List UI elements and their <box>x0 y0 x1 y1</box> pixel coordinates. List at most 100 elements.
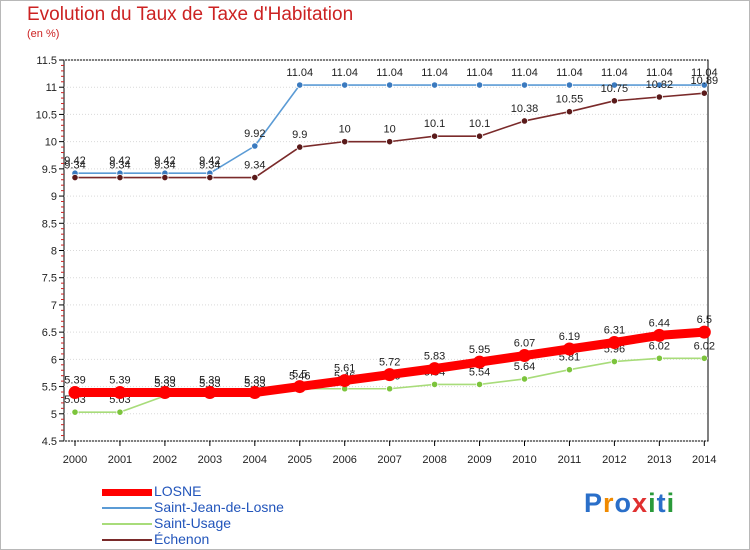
x-tick-label: 2007 <box>377 454 401 466</box>
data-point-saint-usage[interactable] <box>655 354 663 362</box>
legend-swatch-losne <box>102 489 152 496</box>
data-point-losne[interactable] <box>562 342 576 356</box>
data-point-saint-jean-de-losne[interactable] <box>430 81 439 89</box>
data-label-saint-usage: 5.64 <box>514 361 535 373</box>
legend-label: Saint-Usage <box>154 515 232 531</box>
data-point-saint-jean-de-losne[interactable] <box>520 81 529 89</box>
data-point-losne[interactable] <box>697 325 711 339</box>
x-tick-label: 2000 <box>63 454 87 466</box>
data-label-echenon: 10.89 <box>691 75 719 87</box>
data-point-losne[interactable] <box>293 380 307 394</box>
data-point-losne[interactable] <box>428 362 442 376</box>
data-label-echenon: 9.9 <box>292 129 307 141</box>
data-point-saint-usage[interactable] <box>610 357 619 366</box>
data-point-losne[interactable] <box>607 335 621 349</box>
legend-swatch-saint-jean-de-losne <box>102 507 152 509</box>
data-point-echenon[interactable] <box>610 97 619 105</box>
data-point-losne[interactable] <box>248 386 262 400</box>
data-point-saint-jean-de-losne[interactable] <box>655 81 663 89</box>
data-point-echenon[interactable] <box>296 143 304 151</box>
data-point-losne[interactable] <box>652 328 666 342</box>
legend-item-echenon[interactable]: Échenon <box>102 531 402 548</box>
data-point-echenon[interactable] <box>475 132 484 140</box>
data-label-saint-jean-de-losne: 9.42 <box>154 155 175 167</box>
data-label-saint-usage: 5.03 <box>64 394 85 406</box>
data-label-saint-jean-de-losne: 11.04 <box>331 67 358 79</box>
data-point-saint-jean-de-losne[interactable] <box>700 81 708 89</box>
data-point-saint-jean-de-losne[interactable] <box>251 142 259 150</box>
data-point-saint-usage[interactable] <box>520 375 529 383</box>
y-tick-label: 5.5 <box>42 382 57 394</box>
x-tick-label: 2012 <box>602 454 626 466</box>
data-point-echenon[interactable] <box>655 93 663 101</box>
data-label-saint-jean-de-losne: 11.04 <box>691 67 718 79</box>
data-point-echenon[interactable] <box>251 173 259 182</box>
data-point-echenon[interactable] <box>71 173 79 182</box>
data-point-losne[interactable] <box>338 374 352 388</box>
data-point-saint-jean-de-losne[interactable] <box>475 81 484 89</box>
logo-letter: x <box>632 488 649 518</box>
chart-subtitle: (en %) <box>27 28 60 40</box>
logo-letter: o <box>614 488 633 518</box>
legend-item-saint-usage[interactable]: Saint-Usage <box>102 515 402 532</box>
data-point-saint-usage[interactable] <box>700 354 708 362</box>
y-tick-label: 11 <box>46 82 57 94</box>
legend-item-losne[interactable]: LOSNE <box>102 483 402 500</box>
data-label-losne: 5.83 <box>424 351 445 363</box>
y-tick-label: 11.5 <box>36 55 57 67</box>
data-point-echenon[interactable] <box>700 89 708 97</box>
data-point-losne[interactable] <box>473 355 487 369</box>
data-point-losne[interactable] <box>158 386 172 400</box>
data-point-echenon[interactable] <box>161 173 169 182</box>
data-label-losne: 5.39 <box>244 375 265 387</box>
data-label-saint-usage: 5.46 <box>289 371 310 383</box>
x-tick-label: 2010 <box>512 454 536 466</box>
data-label-saint-jean-de-losne: 11.04 <box>421 67 448 79</box>
data-point-saint-usage[interactable] <box>71 408 79 416</box>
y-tick-label: 4.5 <box>42 436 57 448</box>
legend-label: Saint-Jean-de-Losne <box>154 499 284 515</box>
data-point-saint-jean-de-losne[interactable] <box>386 81 394 89</box>
x-tick-label: 2006 <box>332 454 356 466</box>
y-tick-label: 10 <box>45 137 57 149</box>
data-label-losne: 6.31 <box>604 324 625 336</box>
data-point-echenon[interactable] <box>341 138 349 146</box>
data-label-losne: 5.72 <box>379 357 400 369</box>
data-label-echenon: 9.34 <box>244 160 265 172</box>
legend-item-saint-jean-de-losne[interactable]: Saint-Jean-de-Losne <box>102 499 402 516</box>
data-point-echenon[interactable] <box>565 108 574 116</box>
data-point-losne[interactable] <box>203 386 217 400</box>
data-point-saint-jean-de-losne[interactable] <box>296 81 304 89</box>
data-point-losne[interactable] <box>518 349 531 363</box>
data-point-saint-jean-de-losne[interactable] <box>565 81 574 89</box>
x-tick-label: 2005 <box>288 454 312 466</box>
data-point-losne[interactable] <box>113 386 127 400</box>
y-tick-label: 7.5 <box>42 273 57 285</box>
data-point-echenon[interactable] <box>386 138 394 146</box>
data-point-echenon[interactable] <box>206 173 214 182</box>
data-point-echenon[interactable] <box>116 173 124 182</box>
data-label-saint-usage: 5.03 <box>109 394 130 406</box>
data-point-saint-usage[interactable] <box>475 380 484 388</box>
data-point-saint-jean-de-losne[interactable] <box>341 81 349 89</box>
x-tick-label: 2004 <box>243 454 267 466</box>
x-tick-label: 2013 <box>647 454 671 466</box>
data-point-losne[interactable] <box>383 368 397 382</box>
data-point-saint-usage[interactable] <box>386 385 394 393</box>
data-point-saint-jean-de-losne[interactable] <box>610 81 619 89</box>
data-label-echenon: 9.34 <box>199 160 220 172</box>
data-label-saint-jean-de-losne: 11.04 <box>376 67 403 79</box>
data-point-echenon[interactable] <box>520 117 529 125</box>
data-label-losne: 5.39 <box>154 375 175 387</box>
data-label-saint-jean-de-losne: 11.04 <box>556 67 583 79</box>
data-label-saint-usage: 5.54 <box>469 366 490 378</box>
data-point-echenon[interactable] <box>430 132 439 140</box>
data-point-saint-usage[interactable] <box>116 408 124 416</box>
data-point-saint-usage[interactable] <box>565 366 574 374</box>
data-label-losne: 5.39 <box>64 375 85 387</box>
data-point-saint-usage[interactable] <box>430 380 439 388</box>
data-label-echenon: 10.1 <box>469 118 490 130</box>
data-label-losne: 6.19 <box>559 331 580 343</box>
data-point-losne[interactable] <box>68 386 82 400</box>
data-label-saint-jean-de-losne: 11.04 <box>466 67 493 79</box>
